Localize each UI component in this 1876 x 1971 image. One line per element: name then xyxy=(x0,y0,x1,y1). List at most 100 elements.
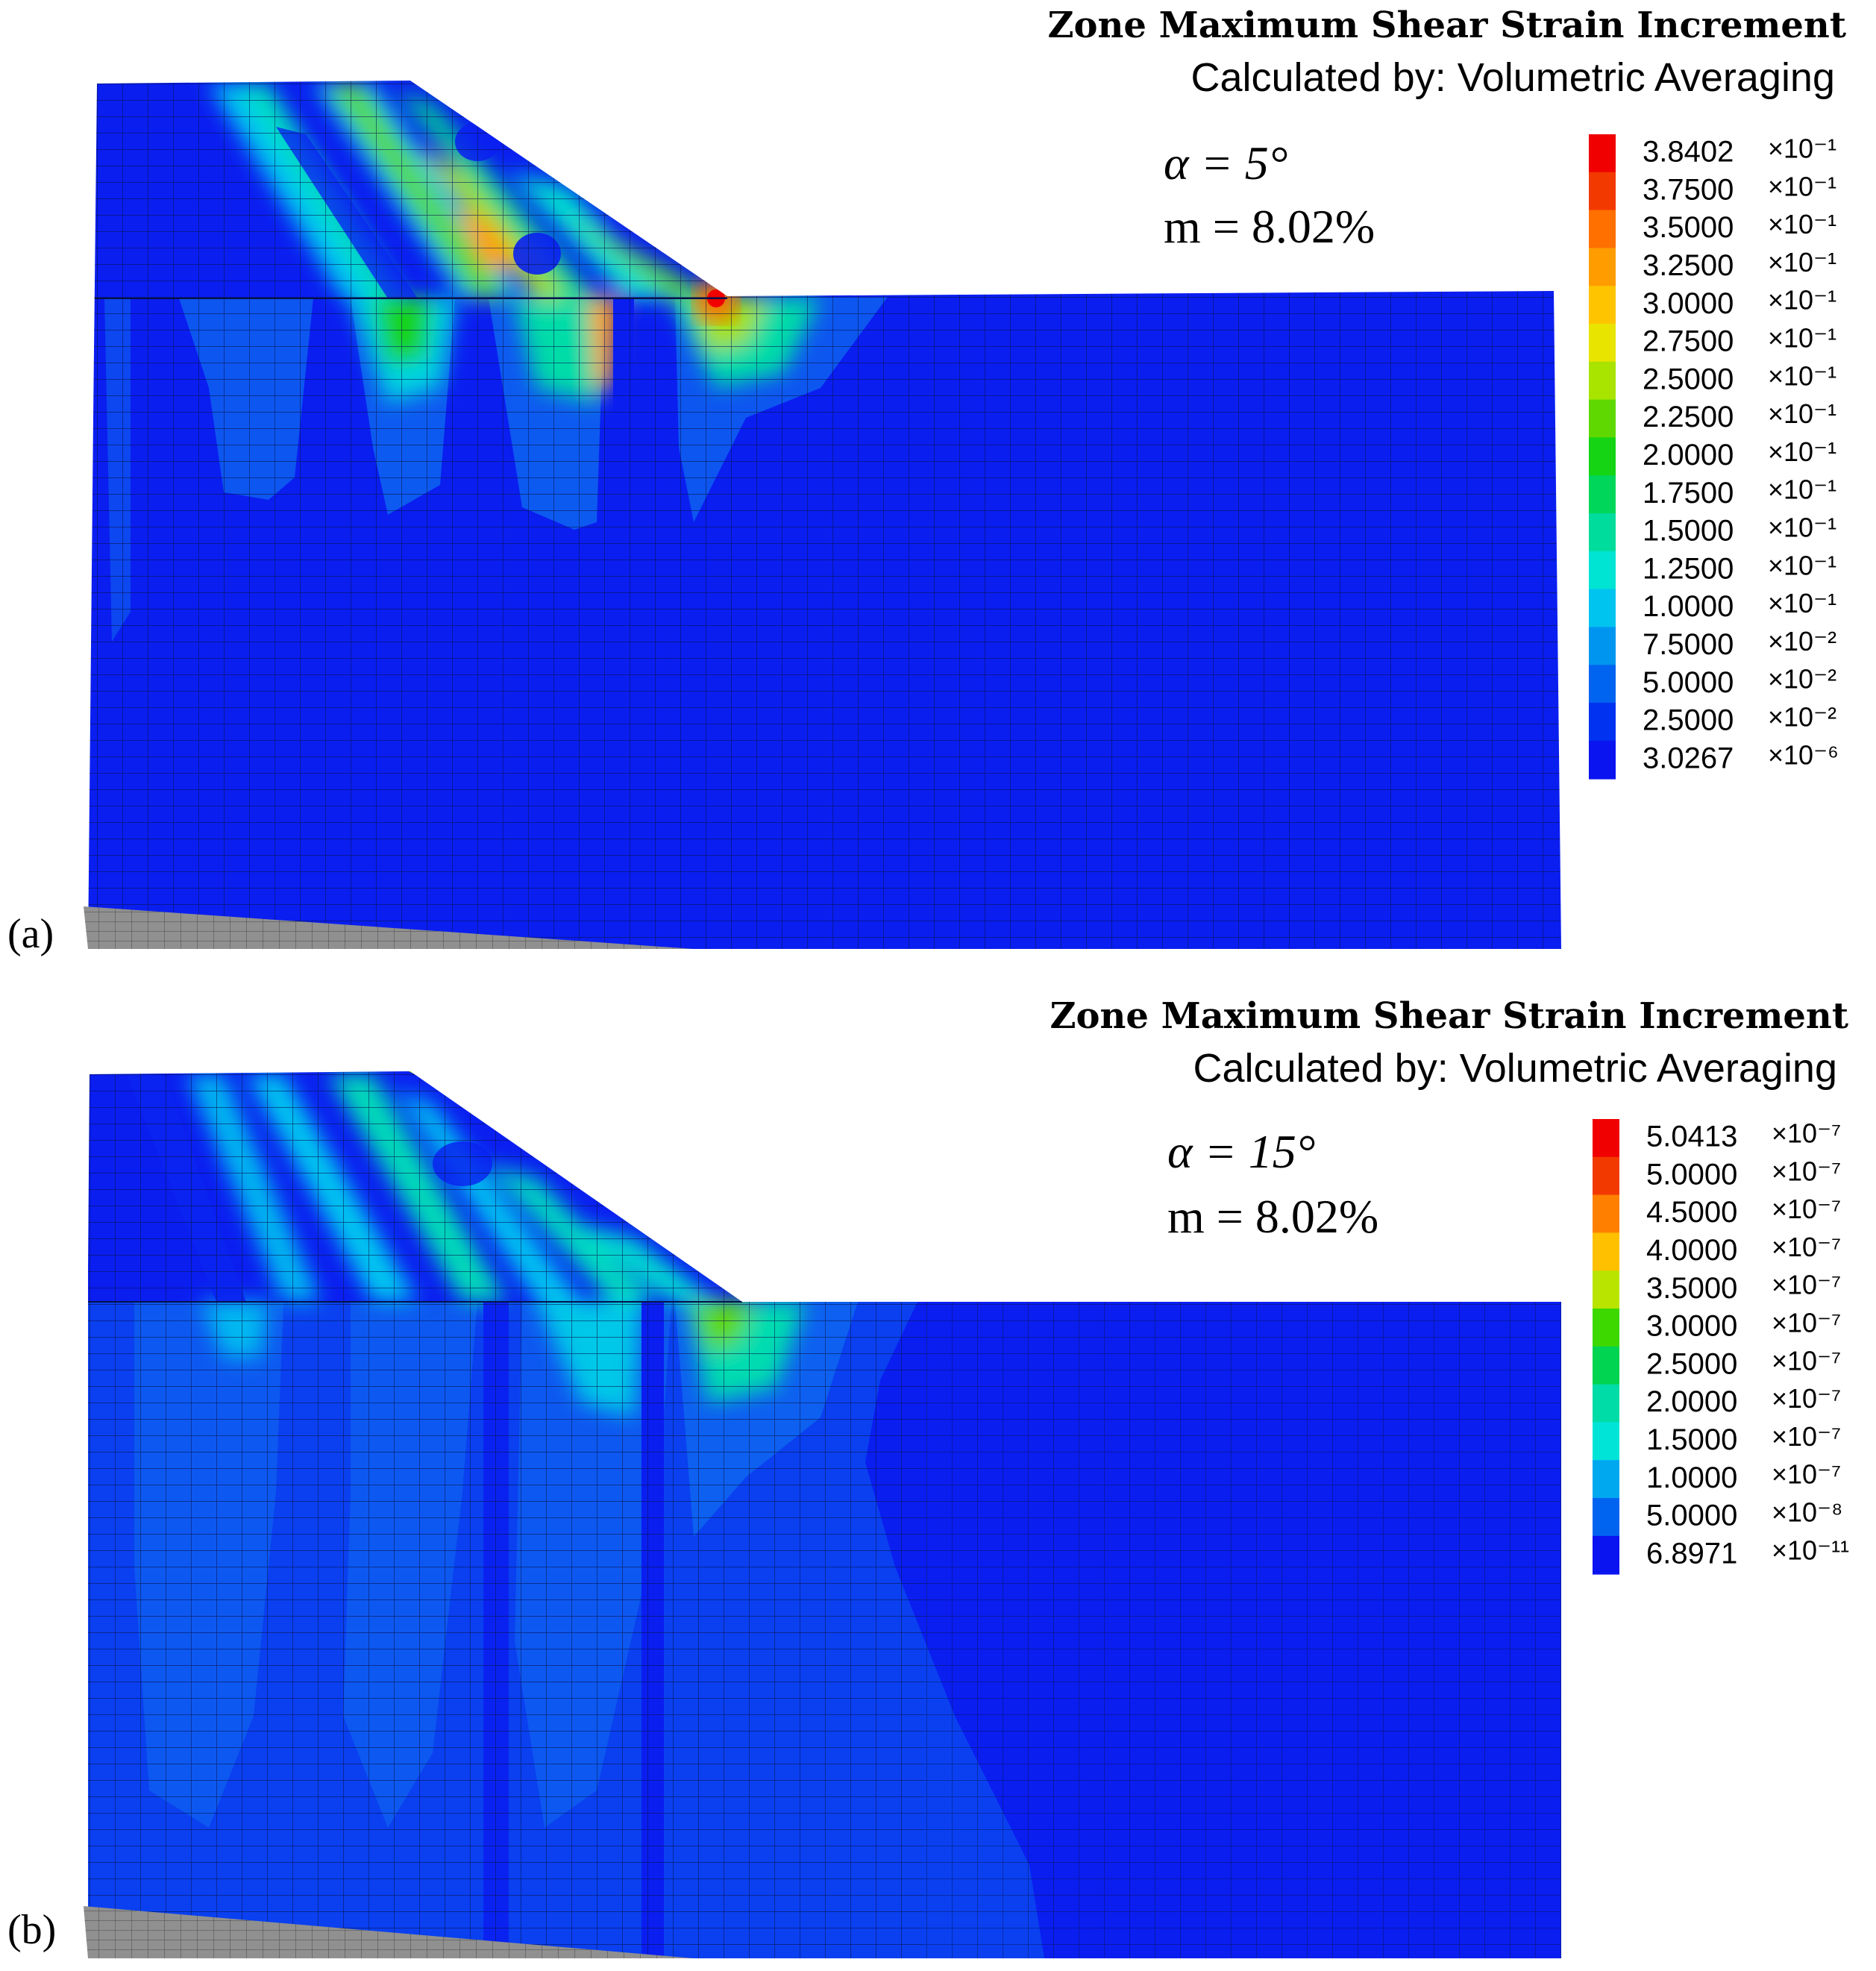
legend-exponent: ×10⁻⁷ xyxy=(1772,1307,1841,1338)
legend-exponent: ×10⁻¹ xyxy=(1768,285,1836,316)
legend-exponent: ×10⁻¹ xyxy=(1768,360,1836,391)
legend-swatch xyxy=(1589,665,1616,704)
legend-exponent: ×10⁻¹ xyxy=(1768,209,1836,239)
legend-swatch xyxy=(1593,1232,1619,1272)
legend-swatch xyxy=(1589,134,1616,173)
legend-value: 3.5000 xyxy=(1646,1272,1737,1305)
legend-value: 2.5000 xyxy=(1643,704,1734,737)
legend-swatch xyxy=(1593,1498,1619,1537)
legend-swatch xyxy=(1593,1384,1619,1423)
legend-swatch xyxy=(1589,210,1616,249)
legend-exponent: ×10⁻¹ xyxy=(1768,436,1836,467)
legend-exponent: ×10⁻⁸ xyxy=(1772,1497,1842,1527)
legend-exponent: ×10⁻¹ xyxy=(1768,247,1836,278)
legend-exponent: ×10⁻¹ xyxy=(1768,133,1836,163)
legend-swatch xyxy=(1593,1156,1619,1196)
legend-swatch xyxy=(1593,1346,1619,1385)
legend-exponent: ×10⁻⁷ xyxy=(1772,1459,1841,1490)
legend-value: 3.0000 xyxy=(1646,1310,1737,1343)
panel-b-title: Zone Maximum Shear Strain Increment xyxy=(1050,995,1848,1037)
legend-value: 5.0000 xyxy=(1646,1500,1737,1532)
legend-exponent: ×10⁻¹ xyxy=(1768,171,1836,201)
panel-a-subtitle: Calculated by: Volumetric Averaging xyxy=(1191,55,1836,100)
legend-exponent: ×10⁻² xyxy=(1768,701,1836,732)
legend-value: 5.0000 xyxy=(1643,666,1734,699)
legend-exponent: ×10⁻⁶ xyxy=(1768,739,1839,770)
panel-b-legend: 5.0413 ×10⁻⁷ 5.0000 ×10⁻⁷ 4.5000 ×10⁻⁷ 4.0000 ×… xyxy=(1593,1118,1849,1575)
legend-value: 1.2500 xyxy=(1643,552,1734,585)
legend-swatch xyxy=(1589,399,1616,439)
legend-swatch xyxy=(1593,1270,1619,1309)
legend-swatch xyxy=(1589,740,1616,780)
legend-swatch xyxy=(1593,1422,1619,1461)
panel-b-subtitle: Calculated by: Volumetric Averaging xyxy=(1193,1046,1838,1091)
legend-exponent: ×10⁻¹ xyxy=(1768,512,1836,542)
legend-swatch xyxy=(1593,1119,1619,1158)
panel-b-m: m = 8.02% xyxy=(1167,1190,1378,1243)
legend-value: 3.2500 xyxy=(1643,249,1734,282)
legend-value: 3.7500 xyxy=(1643,173,1734,206)
legend-exponent: ×10⁻⁷ xyxy=(1772,1421,1841,1452)
legend-swatch xyxy=(1589,589,1616,628)
legend-value: 6.8971 xyxy=(1646,1537,1737,1570)
legend-value: 2.5000 xyxy=(1643,363,1734,395)
legend-value: 4.5000 xyxy=(1646,1196,1737,1229)
legend-exponent: ×10⁻¹ xyxy=(1768,588,1836,618)
legend-exponent: ×10⁻⁷ xyxy=(1772,1270,1841,1300)
legend-value: 3.0267 xyxy=(1643,742,1734,774)
legend-swatch xyxy=(1589,513,1616,552)
legend-swatch xyxy=(1589,627,1616,666)
legend-value: 1.5000 xyxy=(1646,1423,1737,1456)
legend-swatch xyxy=(1593,1194,1619,1234)
legend-exponent: ×10⁻⁷ xyxy=(1772,1345,1841,1376)
legend-value: 3.5000 xyxy=(1643,211,1734,244)
legend-value: 5.0413 xyxy=(1646,1121,1737,1153)
legend-swatch xyxy=(1589,437,1616,477)
panel-a-m: m = 8.02% xyxy=(1164,200,1375,253)
legend-swatch xyxy=(1593,1309,1619,1347)
legend-value: 2.0000 xyxy=(1643,439,1734,471)
legend-swatch xyxy=(1589,324,1616,363)
legend-exponent: ×10⁻¹ xyxy=(1768,398,1836,429)
legend-value: 1.0000 xyxy=(1643,590,1734,623)
legend-exponent: ×10⁻¹ xyxy=(1768,550,1836,580)
legend-value: 3.8402 xyxy=(1643,136,1734,169)
legend-value: 7.5000 xyxy=(1643,628,1734,661)
panel-a-label: (a) xyxy=(7,911,54,957)
legend-swatch xyxy=(1589,361,1616,401)
legend-value: 1.5000 xyxy=(1643,515,1734,548)
legend-exponent: ×10⁻⁷ xyxy=(1772,1232,1841,1262)
legend-exponent: ×10⁻¹ xyxy=(1768,474,1836,505)
panel-a-legend: 3.8402 ×10⁻¹ 3.7500 ×10⁻¹ 3.5000 ×10⁻¹ 3.2500 ×… xyxy=(1589,133,1839,780)
legend-value: 5.0000 xyxy=(1646,1158,1737,1191)
legend-exponent: ×10⁻¹¹ xyxy=(1772,1535,1849,1565)
panel-a-title: Zone Maximum Shear Strain Increment xyxy=(1047,4,1846,46)
legend-exponent: ×10⁻¹ xyxy=(1768,322,1836,353)
legend-exponent: ×10⁻⁷ xyxy=(1772,1383,1841,1414)
legend-swatch xyxy=(1593,1460,1619,1499)
legend-swatch xyxy=(1589,703,1616,742)
legend-value: 1.0000 xyxy=(1646,1461,1737,1494)
legend-exponent: ×10⁻⁷ xyxy=(1772,1118,1841,1148)
legend-swatch xyxy=(1593,1535,1619,1575)
contour-bands-b xyxy=(88,1071,1561,1958)
legend-exponent: ×10⁻² xyxy=(1768,626,1836,657)
legend-value: 1.7500 xyxy=(1643,477,1734,510)
legend-value: 2.0000 xyxy=(1646,1385,1737,1418)
panel-b-label: (b) xyxy=(7,1907,56,1953)
panel-a-alpha: α = 5° xyxy=(1164,137,1287,189)
legend-value: 2.5000 xyxy=(1646,1347,1737,1380)
legend-value: 2.2500 xyxy=(1643,401,1734,433)
legend-swatch xyxy=(1589,172,1616,211)
legend-swatch xyxy=(1589,286,1616,325)
panel-b-alpha: α = 15° xyxy=(1167,1125,1315,1178)
legend-swatch xyxy=(1589,248,1616,287)
legend-value: 3.0000 xyxy=(1643,287,1734,320)
legend-value: 4.0000 xyxy=(1646,1234,1737,1267)
legend-swatch xyxy=(1589,475,1616,514)
legend-exponent: ×10⁻² xyxy=(1768,664,1836,695)
panel-b-model xyxy=(84,1071,1561,1958)
legend-exponent: ×10⁻⁷ xyxy=(1772,1156,1841,1186)
legend-value: 2.7500 xyxy=(1643,325,1734,358)
